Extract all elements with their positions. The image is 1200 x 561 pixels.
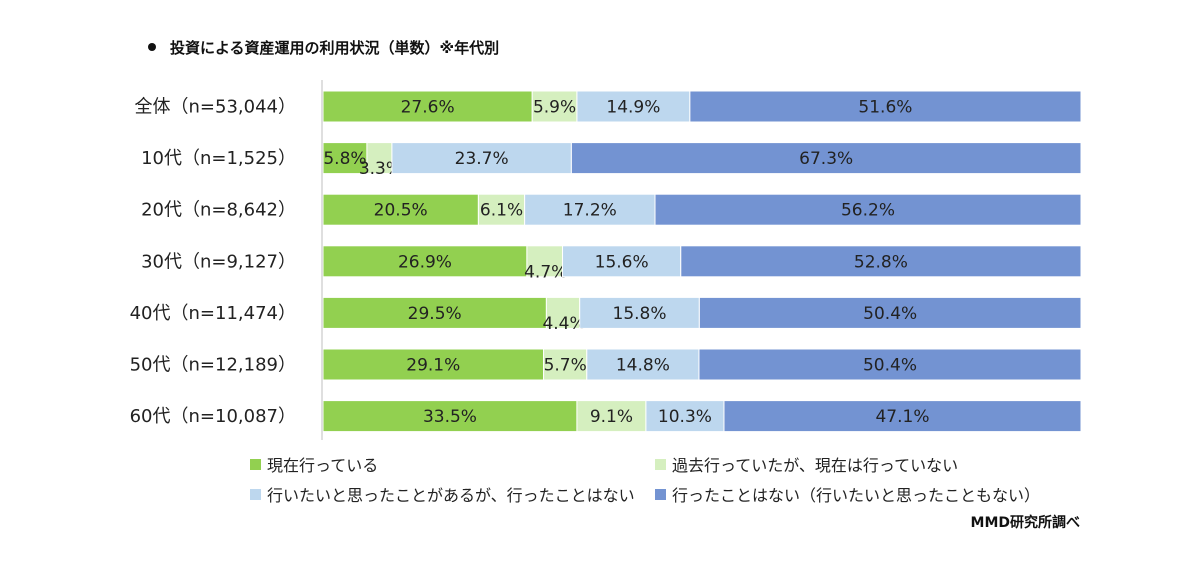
bar-segment: [680, 245, 1082, 278]
data-label: 5.9%: [533, 98, 576, 118]
legend-swatch-wanted: [250, 489, 261, 500]
bar-segment: [654, 193, 1082, 226]
data-label: 5.8%: [323, 149, 366, 169]
category-label: 60代（n=10,087）: [130, 406, 296, 427]
legend-item-wanted: 行いたいと思ったことがあるが、行ったことはない: [250, 482, 635, 506]
data-label: 26.9%: [398, 252, 452, 272]
category-label: 20代（n=8,642）: [141, 200, 296, 221]
bar-segment: [570, 142, 1082, 175]
data-label: 47.1%: [875, 407, 929, 427]
bar-segment: [698, 296, 1082, 329]
bar-segment: [526, 245, 564, 278]
data-label: 23.7%: [455, 149, 509, 169]
bar-segment: [477, 193, 526, 226]
legend-item-past: 過去行っていたが、現在は行っていない: [655, 452, 958, 476]
bar-segment: [322, 400, 578, 433]
bar-segment: [586, 348, 700, 381]
bar-segment: [391, 142, 572, 175]
data-label: 4.7%: [524, 262, 567, 282]
data-label: 4.4%: [542, 314, 585, 334]
data-label: 17.2%: [563, 201, 617, 221]
bar-segment: [322, 142, 368, 175]
data-label: 5.7%: [544, 356, 587, 376]
data-label: 50.4%: [863, 356, 917, 376]
legend-label-current: 現在行っている: [267, 456, 379, 475]
data-label: 33.5%: [423, 407, 477, 427]
legend-swatch-never: [655, 489, 666, 500]
data-label: 10.3%: [658, 407, 712, 427]
data-label: 29.1%: [406, 356, 460, 376]
bar-segment: [576, 400, 647, 433]
data-label: 6.1%: [480, 201, 523, 221]
chart-title-row: 投資による資産運用の利用状況（単数）※年代別: [148, 37, 499, 58]
bar-segment: [322, 348, 545, 381]
bar-segment: [322, 296, 547, 329]
legend-item-never: 行ったことはない（行いたいと思ったこともない）: [655, 482, 1040, 506]
bar-segment: [322, 193, 479, 226]
bar-segment: [322, 245, 528, 278]
bar-segment: [689, 90, 1082, 123]
data-label: 51.6%: [858, 98, 912, 118]
bullet-icon: [148, 42, 156, 51]
data-label: 14.8%: [616, 356, 670, 376]
data-label: 9.1%: [590, 407, 633, 427]
bar-segment: [543, 348, 588, 381]
bar-segment: [576, 90, 691, 123]
data-label: 29.5%: [408, 304, 462, 324]
data-label: 50.4%: [863, 304, 917, 324]
data-label: 52.8%: [854, 252, 908, 272]
data-label: 15.6%: [595, 252, 649, 272]
bar-segment: [322, 90, 533, 123]
data-label: 14.9%: [606, 98, 660, 118]
legend-label-wanted: 行いたいと思ったことがあるが、行ったことはない: [267, 486, 635, 505]
data-label: 3.3%: [359, 159, 402, 179]
category-label: 10代（n=1,525）: [141, 148, 296, 169]
bar-segment: [723, 400, 1082, 433]
bar-segment: [698, 348, 1082, 381]
data-label: 56.2%: [841, 201, 895, 221]
bar-segment: [579, 296, 700, 329]
chart-title: 投資による資産運用の利用状況（単数）※年代別: [170, 39, 500, 57]
data-label: 67.3%: [799, 149, 853, 169]
bar-segment: [524, 193, 656, 226]
legend-item-current: 現在行っている: [250, 452, 378, 476]
legend-swatch-past: [655, 459, 666, 470]
category-label: 全体（n=53,044）: [135, 97, 296, 118]
bar-segment: [531, 90, 578, 123]
source-note: MMD研究所調べ: [970, 515, 1080, 531]
bar-segment: [562, 245, 682, 278]
category-label: 30代（n=9,127）: [141, 251, 296, 272]
data-label: 20.5%: [374, 201, 428, 221]
category-label: 50代（n=12,189）: [130, 355, 296, 376]
legend-label-past: 過去行っていたが、現在は行っていない: [672, 456, 959, 475]
legend-swatch-current: [250, 459, 261, 470]
category-label: 40代（n=11,474）: [130, 303, 296, 324]
data-label: 27.6%: [401, 98, 455, 118]
bar-segment: [366, 142, 393, 175]
data-label: 15.8%: [613, 304, 667, 324]
legend-label-never: 行ったことはない（行いたいと思ったこともない）: [672, 486, 1041, 505]
